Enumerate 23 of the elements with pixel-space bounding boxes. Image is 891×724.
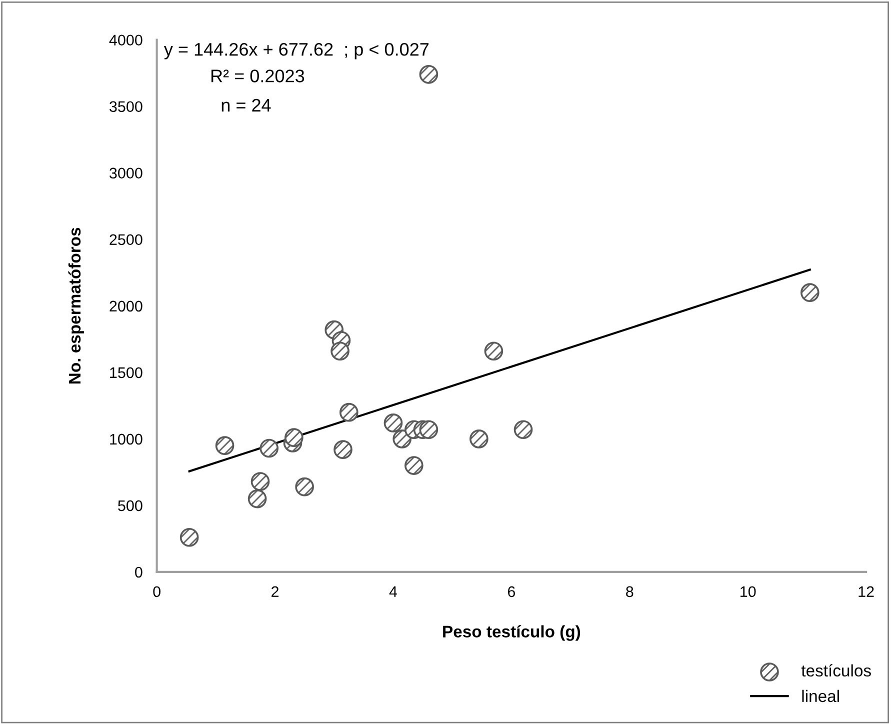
legend-label: testículos [801,664,871,677]
annotation: R² = 0.2023 [211,70,304,82]
x-tick-label: 2 [272,586,279,597]
x-tick-label: 6 [508,586,516,598]
y-tick-label: 3000 [110,168,142,179]
y-axis-title: No. espermatóforos [68,228,84,384]
x-axis-title: Peso testículo (g) [443,625,580,641]
y-tick-label: 1000 [110,434,142,445]
y-tick-label: 2500 [110,234,142,246]
x-tick-label: 0 [153,586,160,598]
y-tick-label: 500 [118,500,142,512]
x-tick-label: 12 [858,586,874,597]
y-tick-label: 3500 [110,101,142,112]
x-tick-label: 8 [626,586,634,598]
x-tick-label: 4 [389,586,398,597]
x-tick-label: 10 [740,586,756,598]
annotation: y = 144.26x + 677.62 ; p < 0.027 [164,42,429,60]
y-tick-label: 1500 [110,367,142,378]
y-tick-label: 2000 [110,300,142,312]
annotation: n = 24 [222,98,271,112]
legend-label: lineal [802,690,839,702]
y-tick-label: 0 [135,566,142,578]
y-tick-label: 4000 [109,34,142,46]
